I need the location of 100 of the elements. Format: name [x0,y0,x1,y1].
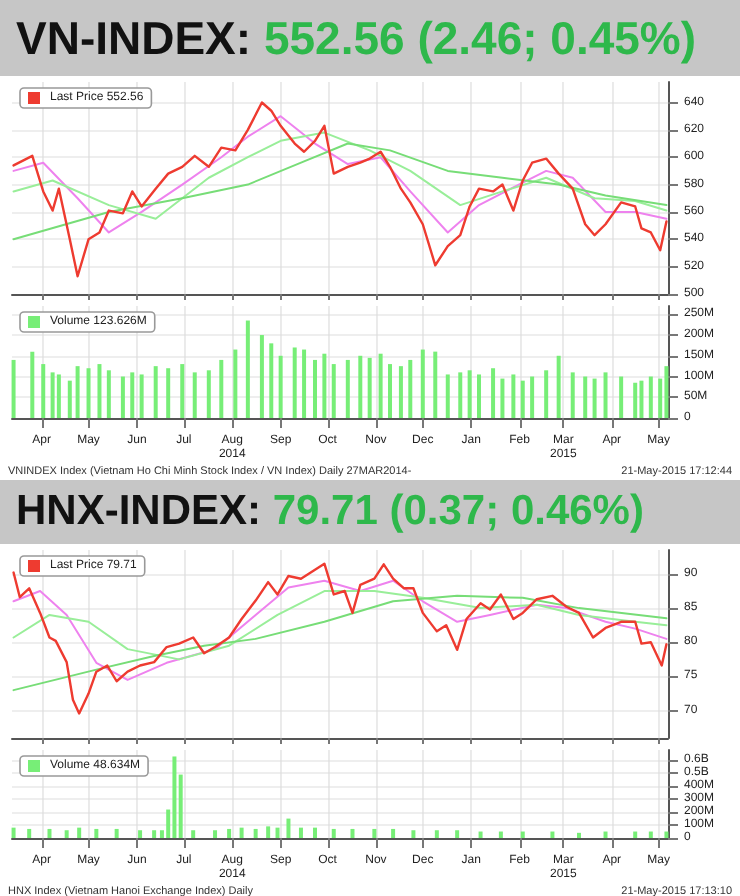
bar [239,827,244,838]
bar [633,831,638,838]
bar [266,826,271,838]
bar [292,347,297,418]
bar [245,320,250,418]
bar [619,376,624,418]
bar [520,380,525,418]
bar [166,368,171,418]
bar [500,378,505,418]
bar [41,364,46,418]
bar [345,359,350,418]
bar [445,374,450,418]
bar [50,372,55,418]
bar [398,366,403,418]
bar [313,827,318,838]
line-series [12,131,668,220]
line-series [12,101,668,278]
bar [478,831,483,838]
bar [570,372,575,418]
bar [227,828,232,838]
bar [358,355,363,418]
bar [664,366,669,418]
line-series [12,579,668,681]
bar [139,374,144,418]
chart-subtitle: 79.71 (0.37; 0.46%) [272,488,644,534]
bar [64,830,69,838]
bar [47,828,52,838]
bar [86,368,91,418]
bar [75,366,80,418]
bar [491,368,496,418]
bar [639,380,644,418]
bar [520,831,525,838]
bar [603,372,608,418]
bar [576,832,581,838]
line-series [12,115,668,234]
bar [213,830,218,838]
bar [411,830,416,838]
bar [530,376,535,418]
bar [556,355,561,418]
bar [603,831,608,838]
bar [408,359,413,418]
bar [192,372,197,418]
line-series [12,590,668,661]
line-series [12,562,668,715]
bar [253,828,258,838]
bar [94,828,99,838]
bar [120,376,125,418]
bar [592,378,597,418]
bar [477,374,482,418]
bar [544,370,549,418]
bar [172,756,177,838]
bar [138,830,143,838]
bar [498,831,503,838]
bar [106,370,111,418]
bar [233,349,238,418]
bar [467,370,472,418]
bar [153,366,158,418]
bar [302,349,307,418]
bar [278,355,283,418]
bar [11,359,16,418]
bar [191,830,196,838]
bar [455,830,460,838]
bar [420,349,425,418]
bar [206,370,211,418]
bar [286,818,291,838]
bar [56,374,61,418]
bar [433,351,438,418]
bar [219,359,224,418]
bar [648,376,653,418]
bar [11,827,16,838]
line-series [12,142,668,241]
bar [434,830,439,838]
bar [275,827,280,838]
chart-title: HNX-INDEX: [16,488,264,534]
line-series [12,594,668,692]
bar [391,828,396,838]
bar [322,353,327,418]
bar [583,376,588,418]
bar [511,374,516,418]
bar [27,828,32,838]
bar [180,364,185,418]
bar [648,831,653,838]
bar [77,827,82,838]
bar [97,364,102,418]
bar [372,828,377,838]
bar [458,372,463,418]
bar [331,364,336,418]
bar [350,828,355,838]
bar [550,831,555,838]
bar [152,830,157,838]
bar [67,380,72,418]
chart-subtitle: 552.56 (2.46; 0.45%) [263,12,697,64]
bar [114,828,119,838]
bar [387,364,392,418]
bar [633,382,638,418]
bar [331,828,336,838]
bar [269,343,274,418]
bar [298,827,303,838]
bar [259,335,264,418]
bar [664,831,669,838]
